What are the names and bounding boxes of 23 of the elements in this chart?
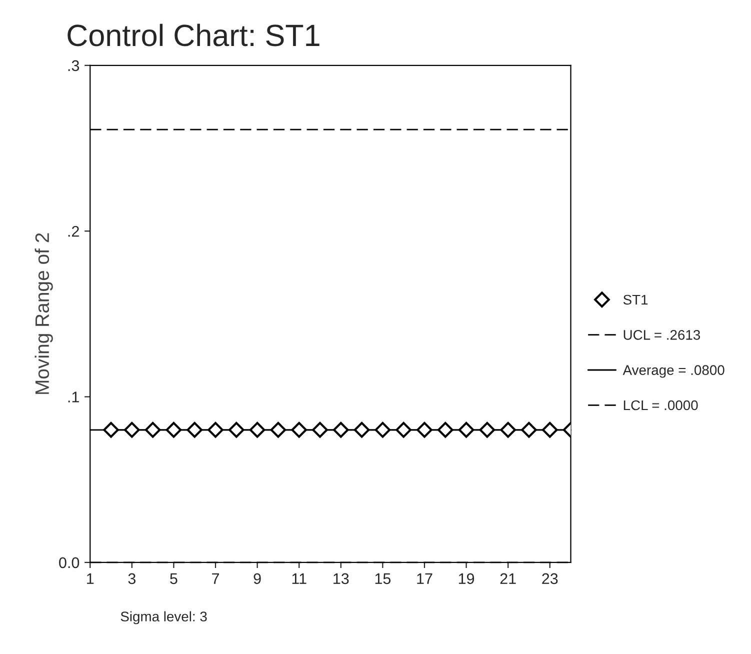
x-tick-label: 1 — [87, 573, 94, 584]
x-tick-label: 7 — [212, 573, 219, 584]
y-tick-label: 0.0 — [59, 557, 80, 568]
x-tick-label: 9 — [254, 573, 261, 584]
x-tick-label: 23 — [542, 573, 558, 584]
x-tick-label: 15 — [375, 573, 391, 584]
chart-title: Control Chart: ST1 — [68, 24, 320, 46]
legend-label: Average = .0800 — [622, 365, 724, 378]
legend-label: ST1 — [623, 294, 648, 305]
y-axis-title: Moving Range of 2 — [34, 233, 53, 394]
x-tick-label: 17 — [417, 573, 432, 584]
y-tick-label: .3 — [68, 60, 80, 72]
x-tick-label: 19 — [458, 573, 474, 584]
x-tick-label: 3 — [128, 573, 136, 584]
y-tick-label: .1 — [68, 392, 79, 402]
x-tick-label: 5 — [170, 573, 178, 584]
x-tick-label: 21 — [500, 573, 516, 584]
x-tick-label: 13 — [334, 573, 349, 584]
legend-label: LCL = .0000 — [624, 400, 698, 410]
x-tick-label: 11 — [292, 573, 306, 584]
y-tick-label: .2 — [68, 226, 79, 237]
legend-label: UCL = .2613 — [624, 330, 700, 340]
text: Sigma level: 3 — [120, 611, 207, 624]
